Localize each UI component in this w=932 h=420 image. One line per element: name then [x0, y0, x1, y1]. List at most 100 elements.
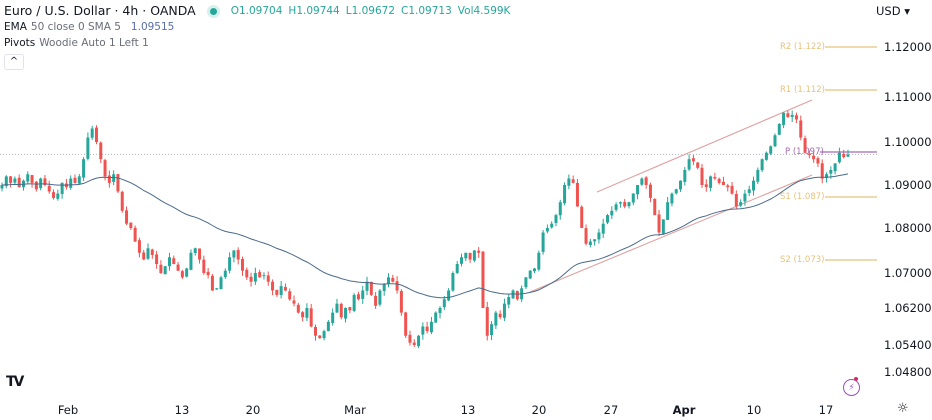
candle-body — [90, 128, 94, 138]
candle-body — [618, 202, 622, 204]
candle-body — [369, 281, 373, 295]
candle-body — [382, 283, 386, 291]
indicator-pivots-row[interactable]: Pivots Woodie Auto 1 Left 1 — [4, 35, 516, 51]
candle-body — [399, 290, 403, 313]
pivot-label: R2 (1.122) — [780, 42, 825, 52]
candle-body — [833, 163, 837, 172]
candle-body — [361, 290, 365, 299]
candle-body — [597, 232, 601, 240]
candle-body — [721, 181, 725, 185]
candle-body — [279, 286, 283, 295]
candle-body — [395, 281, 399, 291]
candle-body — [752, 180, 756, 191]
candle-body — [773, 135, 777, 147]
candle-body — [666, 202, 670, 220]
symbol-row: Euro / U.S. Dollar · 4h · OANDA O1.09704… — [4, 3, 516, 19]
candle-body — [167, 257, 171, 267]
candle-body — [142, 252, 146, 260]
candle-body — [240, 259, 244, 271]
candle-body — [704, 184, 708, 188]
candle-body — [644, 177, 648, 185]
candle-body — [734, 193, 738, 207]
candle-body — [429, 321, 433, 333]
high-value: H1.09744 — [288, 5, 340, 17]
candle-body — [210, 275, 214, 291]
candle-body — [180, 271, 184, 278]
candle-body — [507, 297, 511, 305]
trend-channel-line — [596, 99, 813, 193]
candle-body — [631, 193, 635, 203]
candle-body — [846, 154, 850, 157]
candle-body — [17, 177, 21, 188]
candle-body — [739, 202, 743, 206]
price-tick-label: 1.08000 — [884, 221, 932, 235]
candle-body — [185, 268, 189, 277]
candle-body — [313, 326, 317, 336]
indicator-ema-row[interactable]: EMA 50 close 0 SMA 5 1.09515 — [4, 19, 516, 35]
candle-body — [713, 176, 717, 179]
candle-body — [756, 169, 760, 182]
candle-body — [803, 138, 807, 153]
candle-body — [636, 185, 640, 195]
chart-legend: Euro / U.S. Dollar · 4h · OANDA O1.09704… — [4, 3, 516, 70]
candle-body — [107, 175, 111, 183]
indicator-name: EMA — [4, 21, 27, 33]
candle-body — [228, 257, 232, 271]
candle-body — [365, 281, 369, 291]
currency-selector[interactable]: USD ▾ — [875, 4, 910, 18]
candle-body — [176, 264, 180, 271]
candle-body — [309, 308, 313, 327]
candle-body — [451, 273, 455, 291]
candle-body — [417, 335, 421, 347]
candle-body — [571, 179, 575, 183]
candle-body — [777, 124, 781, 135]
candle-body — [189, 252, 193, 270]
candle-body — [215, 288, 219, 290]
candle-body — [730, 185, 734, 194]
candle-body — [533, 268, 537, 272]
collapse-legend-button[interactable]: ^ — [4, 54, 24, 70]
candle-body — [94, 127, 98, 142]
candle-body — [52, 192, 56, 198]
candle-body — [816, 158, 820, 164]
candle-body — [825, 174, 829, 178]
candle-body — [86, 137, 90, 159]
open-value: O1.09704 — [230, 5, 283, 17]
price-tick-label: 1.06200 — [884, 301, 932, 315]
indicator-params: 50 close 0 SMA 5 — [30, 21, 121, 33]
candle-body — [747, 189, 751, 193]
candle-body — [271, 281, 275, 291]
candle-body — [563, 185, 567, 204]
ema-50-line — [1, 173, 849, 299]
candle-body — [0, 185, 4, 189]
candle-body — [198, 248, 202, 260]
candle-body — [125, 210, 129, 224]
gear-icon[interactable]: ☼ — [897, 401, 909, 416]
low-value: L1.09672 — [345, 5, 396, 17]
candle-body — [262, 275, 266, 277]
candle-body — [657, 214, 661, 233]
candle-body — [232, 250, 236, 258]
candle-body — [150, 249, 154, 255]
candle-body — [129, 222, 133, 228]
time-tick-label: Apr — [672, 403, 696, 417]
candle-body — [326, 321, 330, 332]
candle-body — [245, 269, 249, 278]
candle-body — [258, 272, 262, 278]
candle-body — [73, 177, 77, 183]
symbol-title[interactable]: Euro / U.S. Dollar · 4h · OANDA — [4, 3, 196, 18]
bolt-icon[interactable]: ⚡ — [843, 379, 860, 396]
candle-body — [249, 276, 253, 282]
candle-body — [193, 248, 197, 254]
candle-body — [807, 153, 811, 155]
candle-body — [786, 113, 790, 118]
candle-body — [356, 294, 360, 300]
candle-body — [434, 312, 438, 323]
tradingview-logo-icon[interactable]: TV — [6, 374, 24, 390]
candle-body — [421, 326, 425, 335]
candle-body — [223, 270, 227, 278]
candle-body — [837, 152, 841, 163]
pivot-label: P (1.097) — [785, 147, 824, 157]
market-status-dot-icon — [209, 7, 217, 15]
